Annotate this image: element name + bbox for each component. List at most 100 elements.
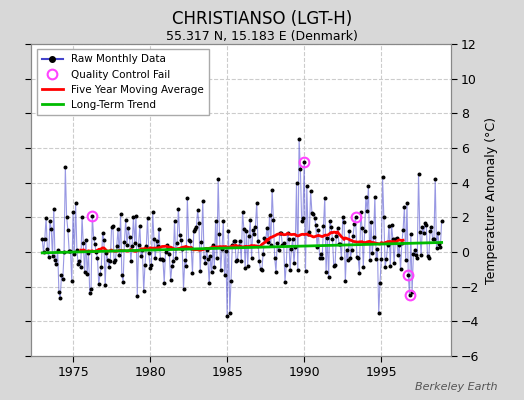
Point [347,247,356,254]
Point [78,214,86,220]
Point [296,166,304,172]
Point [312,222,320,228]
Point [301,268,310,274]
Point [422,222,430,228]
Point [285,236,293,242]
Point [423,252,432,259]
Point [113,243,121,250]
Point [249,227,257,233]
Point [259,251,267,258]
Point [53,247,62,254]
Point [307,188,315,194]
Point [128,242,136,249]
Point [308,210,316,216]
Point [183,195,192,201]
Point [125,234,134,241]
Point [56,295,64,301]
Point [260,235,269,241]
Point [358,225,366,231]
Point [122,217,130,223]
Point [97,264,105,270]
Point [231,238,239,244]
Point [438,218,446,224]
Point [174,205,182,212]
Point [387,222,396,228]
Point [224,227,233,234]
Point [436,244,444,251]
Point [247,254,256,261]
Point [340,218,348,225]
Point [245,232,253,239]
Point [47,226,56,232]
Point [170,218,179,224]
Point [100,236,108,243]
Point [193,207,202,214]
Point [52,261,61,267]
Point [94,280,103,287]
Point [316,250,325,257]
Point [46,218,54,224]
Point [155,226,163,232]
Point [269,216,278,223]
Point [102,250,111,256]
Point [218,246,226,252]
Point [160,280,168,286]
Point [238,209,247,215]
Point [337,255,346,262]
Point [45,253,53,260]
Point [291,244,299,250]
Point [73,247,81,254]
Point [302,183,311,189]
Point [377,256,386,262]
Point [386,263,395,270]
Point [222,248,230,254]
Point [408,289,416,295]
Point [270,255,279,261]
Point [210,263,219,270]
Point [154,242,162,249]
Point [223,313,232,319]
Point [276,230,284,236]
Point [363,208,372,214]
Point [129,214,138,220]
Text: CHRISTIANSO (LGT-H): CHRISTIANSO (LGT-H) [172,10,352,28]
Point [432,245,441,251]
Point [182,263,190,269]
Point [418,224,427,230]
Point [403,200,411,206]
Point [350,221,358,228]
Point [137,252,145,259]
Point [236,238,244,244]
Point [366,257,374,264]
Point [107,224,116,231]
Point [255,258,264,264]
Point [75,258,84,264]
Point [355,270,364,276]
Point [384,242,392,248]
Point [400,204,409,210]
Point [65,248,73,254]
Point [342,247,351,253]
Point [106,258,114,264]
Point [399,226,407,233]
Point [392,235,401,242]
Point [305,229,313,236]
Point [57,272,66,279]
Point [277,230,285,236]
Point [239,226,248,232]
Point [190,228,198,234]
Point [431,176,440,182]
Point [278,242,287,248]
Point [156,256,165,262]
Point [42,214,50,221]
Point [118,272,126,278]
Point [85,290,94,296]
Point [330,263,338,270]
Point [413,255,421,262]
Point [200,254,208,261]
Point [251,224,259,230]
Point [272,269,280,275]
Point [373,246,381,252]
Point [142,243,150,250]
Point [198,239,206,245]
